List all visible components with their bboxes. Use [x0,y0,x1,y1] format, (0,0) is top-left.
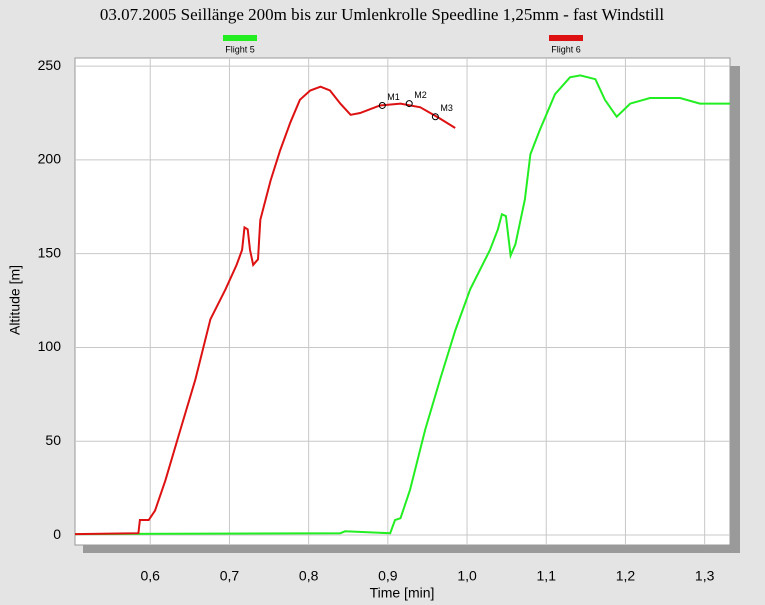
marker-label: M1 [387,92,400,102]
y-tick-label: 200 [38,151,62,167]
x-axis-label: Time [min] [370,585,435,601]
legend-swatch [223,35,257,41]
plot-area [74,57,731,546]
y-tick-label: 100 [38,338,62,354]
x-tick-label: 1,0 [457,568,477,584]
legend-label: Flight 5 [225,44,255,54]
legend-swatch [549,35,583,41]
y-tick-label: 50 [45,432,61,448]
y-tick-label: 250 [38,57,62,73]
marker-label: M2 [414,90,427,100]
x-tick-label: 0,9 [378,568,398,584]
x-tick-label: 0,7 [220,568,240,584]
y-tick-label: 0 [53,526,61,542]
series-line [74,85,456,536]
series-line [74,74,730,536]
x-tick-label: 0,6 [141,568,161,584]
marker [405,100,413,108]
marker-label: M3 [440,103,453,113]
x-tick-label: 1,2 [616,568,636,584]
y-tick-label: 150 [38,244,62,260]
chart-title: 03.07.2005 Seillänge 200m bis zur Umlenk… [100,5,664,24]
legend-label: Flight 6 [551,44,581,54]
marker [378,101,386,109]
x-tick-label: 1,3 [695,568,715,584]
marker [431,113,439,121]
x-tick-label: 0,8 [299,568,319,584]
x-tick-label: 1,1 [537,568,557,584]
y-axis-label: Altitude [m] [7,265,23,335]
